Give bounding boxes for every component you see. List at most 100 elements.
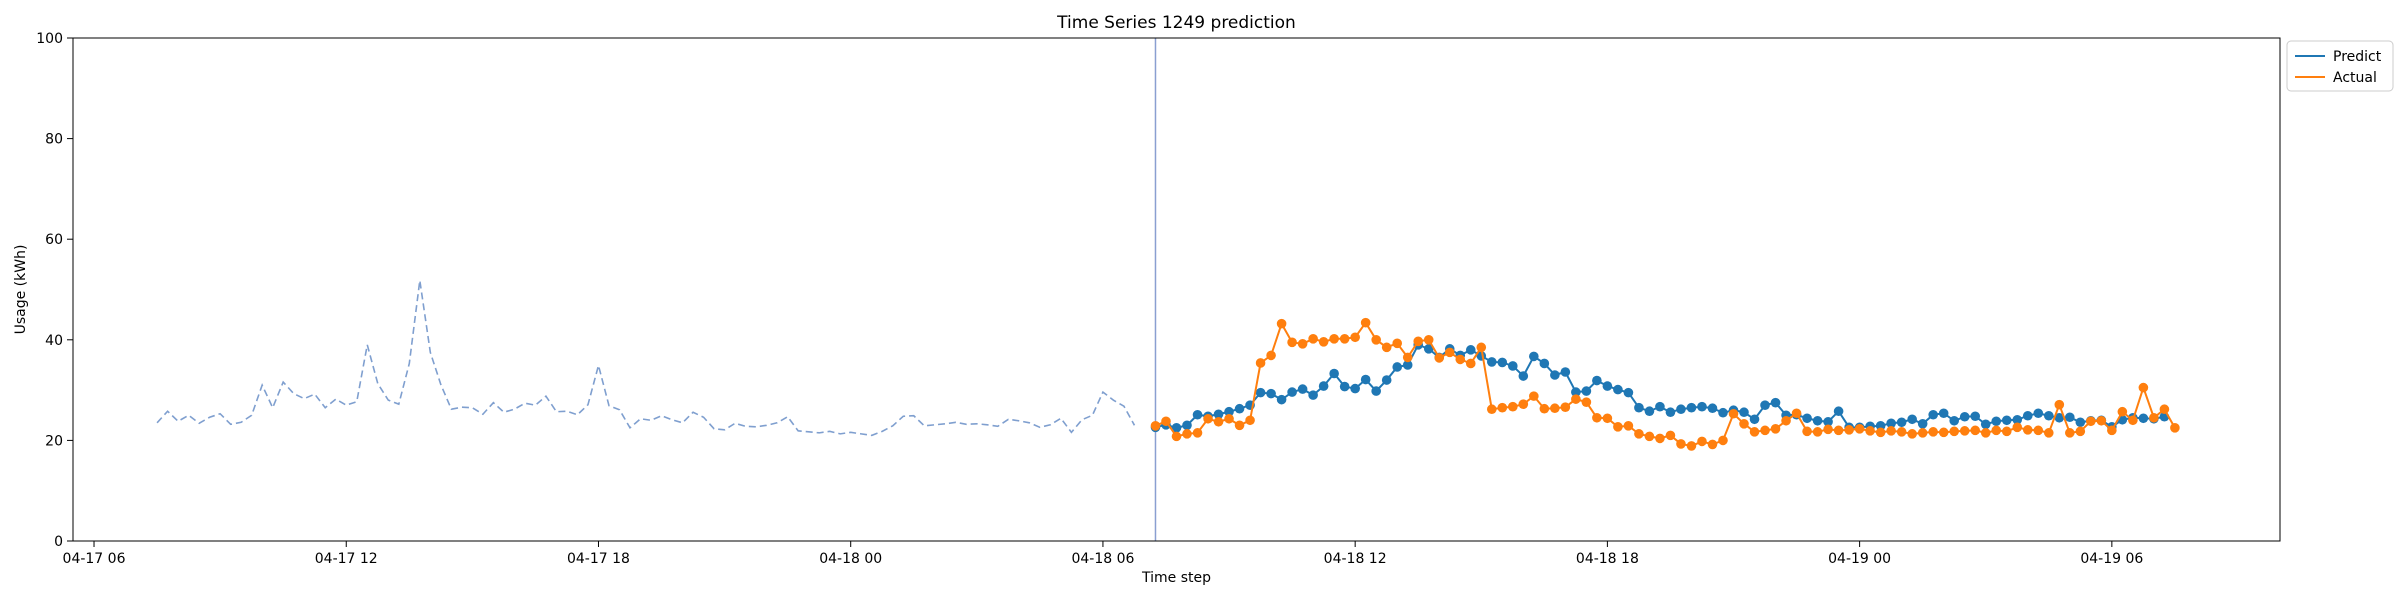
data-point [1959, 426, 1970, 436]
data-point [1402, 360, 1413, 370]
data-point [1928, 409, 1938, 420]
data-point [1213, 409, 1224, 420]
data-point [1297, 384, 1308, 394]
data-point [2001, 426, 2012, 437]
x-tick-label: 04-17 18 [567, 551, 630, 567]
data-point [2065, 428, 2075, 438]
x-axis: 04-17 06 04-17 12 04-17 18 04-18 00 04-18 06… [63, 541, 2143, 567]
data-point [2054, 399, 2065, 410]
data-point [1844, 425, 1854, 435]
data-point [1423, 344, 1434, 354]
data-point [2054, 412, 2065, 423]
data-point [1896, 427, 1907, 437]
data-point [1991, 425, 2002, 436]
data-point [1833, 425, 1844, 436]
data-point [1991, 416, 2002, 427]
data-point [2075, 417, 2086, 428]
data-point [2022, 425, 2033, 435]
data-point [1592, 412, 1602, 423]
data-point [1728, 408, 1739, 419]
data-point [1276, 394, 1287, 405]
data-point [1644, 431, 1655, 442]
data-point [1770, 397, 1781, 408]
data-point [1970, 411, 1981, 422]
data-point [1476, 342, 1487, 353]
data-point [2075, 426, 2086, 437]
data-point [1413, 336, 1424, 347]
x-tick-label: 04-18 18 [1576, 551, 1639, 567]
x-axis-label: Time step [1141, 570, 1211, 586]
data-point [1381, 342, 1392, 353]
data-point [1266, 388, 1276, 399]
data-point [1255, 358, 1266, 368]
plot-area [156, 38, 2180, 541]
legend-label: Actual [2333, 70, 2377, 86]
data-point [2043, 428, 2054, 438]
data-point [1760, 425, 1770, 436]
data-point [1329, 333, 1339, 344]
data-point [1287, 337, 1297, 348]
data-point [1560, 367, 1571, 377]
x-tick-label: 04-18 12 [1324, 551, 1387, 567]
data-point [1634, 402, 1644, 413]
data-point [1634, 429, 1644, 439]
data-point [1823, 424, 1833, 435]
data-point [1644, 406, 1655, 417]
legend-label: Predict [2333, 49, 2382, 65]
data-point [2065, 412, 2075, 423]
data-point [1486, 357, 1497, 367]
data-point [1938, 408, 1949, 419]
data-point [1812, 415, 1823, 426]
data-point [2086, 416, 2096, 427]
data-point [1287, 387, 1297, 397]
y-tick-label: 0 [54, 534, 63, 550]
data-point [2149, 412, 2159, 423]
data-point [1749, 427, 1760, 437]
data-point [1329, 368, 1339, 379]
data-point [1497, 357, 1508, 368]
data-point [1234, 420, 1245, 431]
data-point [1896, 417, 1907, 428]
data-point [1718, 435, 1728, 446]
data-point [1245, 415, 1255, 426]
data-point [1360, 374, 1371, 385]
data-point [1707, 403, 1718, 414]
data-point [1602, 413, 1613, 424]
data-point [1150, 421, 1161, 431]
data-point [2107, 425, 2117, 436]
data-point [1907, 414, 1917, 425]
data-point [2117, 406, 2128, 417]
data-point [1182, 420, 1192, 431]
x-tick-label: 04-18 00 [819, 551, 882, 567]
data-point [2033, 408, 2044, 419]
data-point [1213, 416, 1224, 427]
history-line [156, 280, 1136, 437]
data-point [1592, 375, 1602, 386]
x-tick-label: 04-17 12 [315, 551, 378, 567]
data-point [1486, 404, 1497, 415]
data-point [1655, 401, 1665, 412]
data-point [1949, 415, 1960, 426]
data-point [1749, 414, 1760, 425]
data-point [1434, 353, 1445, 363]
series-line-predict [1155, 343, 2165, 429]
data-point [1739, 419, 1749, 429]
data-point [1192, 409, 1203, 420]
data-point [2012, 422, 2023, 433]
data-point [1928, 427, 1938, 437]
x-tick-label: 04-18 06 [1071, 551, 1134, 567]
data-point [1224, 413, 1234, 424]
data-point [1718, 407, 1728, 418]
data-point [1875, 427, 1886, 438]
data-point [1465, 358, 1476, 369]
data-point [1266, 350, 1276, 361]
data-point [1623, 421, 1634, 431]
data-point [1980, 428, 1991, 438]
plot-frame [72, 37, 2281, 542]
data-point [2001, 415, 2012, 426]
data-point [1686, 441, 1697, 451]
data-point [1465, 345, 1476, 355]
data-point [1833, 406, 1844, 417]
data-point [1529, 391, 1539, 401]
data-point [1980, 419, 1991, 430]
